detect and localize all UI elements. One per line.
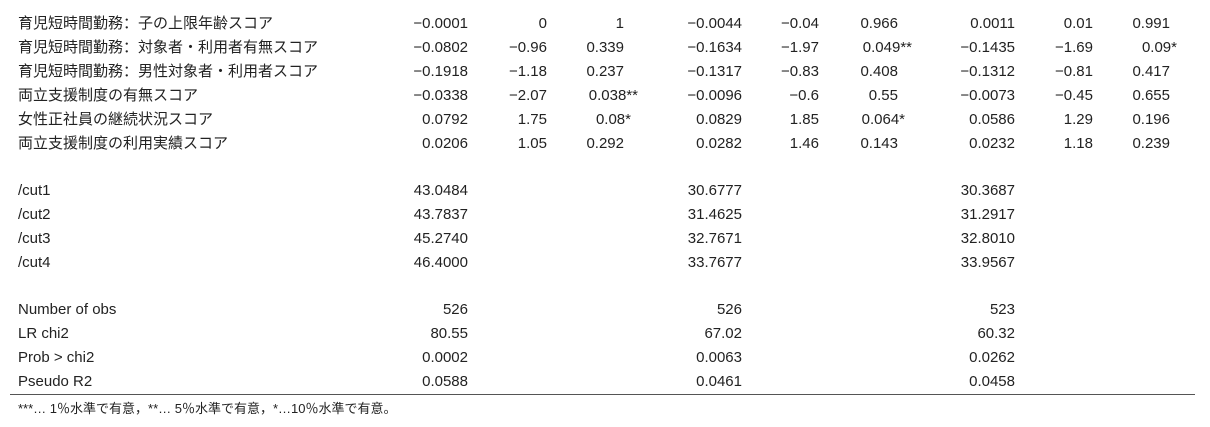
cell: 30.6777 [687, 182, 742, 199]
cell: 0.09* [1141, 39, 1177, 56]
cell: −0.1312 [960, 63, 1015, 80]
cell: 0.655 [1132, 87, 1170, 104]
cell: 1.18 [1063, 135, 1093, 152]
cell: 0.0829 [696, 111, 742, 128]
cell: 0.0063 [696, 349, 742, 366]
row-label: 両立支援制度の利用実績スコア [18, 135, 229, 152]
cell: 0.143 [860, 135, 898, 152]
cell: 1 [615, 15, 624, 32]
row-label: /cut2 [18, 206, 51, 223]
cell: 526 [716, 301, 742, 318]
row-label: LR chi2 [18, 325, 69, 342]
cell: 67.02 [704, 325, 742, 342]
cell: 31.2917 [960, 206, 1015, 223]
cell: 0.0002 [422, 349, 468, 366]
cell: −0.6 [789, 87, 819, 104]
footnote: ***… 1％水準で有意，**… 5％水準で有意，*…10％水準で有意。 [18, 401, 397, 416]
row-label: 両立支援制度の有無スコア [18, 87, 199, 104]
cell: 0.0232 [969, 135, 1015, 152]
cell: 0.239 [1132, 135, 1170, 152]
cell: 1.05 [517, 135, 547, 152]
cell: 0.01 [1063, 15, 1093, 32]
cell: −0.1435 [960, 39, 1015, 56]
cell: 30.3687 [960, 182, 1015, 199]
cell: 0.196 [1132, 111, 1170, 128]
cell: 60.32 [977, 325, 1015, 342]
cell: 1.75 [517, 111, 547, 128]
cell: −0.96 [509, 39, 547, 56]
cell: 0 [538, 15, 547, 32]
row-label: /cut3 [18, 230, 51, 247]
cell: −1.18 [509, 63, 547, 80]
cell: −0.1634 [687, 39, 742, 56]
cell: 80.55 [430, 325, 468, 342]
cell: −0.0338 [413, 87, 468, 104]
rule [10, 394, 1195, 395]
cell: 0.237 [586, 63, 624, 80]
cell: 526 [442, 301, 468, 318]
cell: 0.408 [860, 63, 898, 80]
cell: −0.0001 [413, 15, 468, 32]
cell: −0.83 [781, 63, 819, 80]
cell: 1.29 [1063, 111, 1093, 128]
cell: −0.81 [1055, 63, 1093, 80]
row-label: 女性正社員の継続状況スコア [18, 111, 214, 128]
cell: 31.4625 [687, 206, 742, 223]
cell: 523 [989, 301, 1015, 318]
cell: 32.7671 [687, 230, 742, 247]
cell: 0.0586 [969, 111, 1015, 128]
cell: 0.0792 [422, 111, 468, 128]
cell: −0.0802 [413, 39, 468, 56]
cell: 0.064* [861, 111, 905, 128]
row-label: /cut1 [18, 182, 51, 199]
row-label: Prob > chi2 [18, 349, 95, 366]
cell: 0.0011 [970, 15, 1015, 32]
row-label: 育児短時間勤務：対象者・利用者有無スコア [18, 39, 319, 56]
cell: 0.966 [860, 15, 898, 32]
cell: 33.7677 [687, 254, 742, 271]
cell: 45.2740 [413, 230, 468, 247]
cell: 46.4000 [413, 254, 468, 271]
cell: 32.8010 [960, 230, 1015, 247]
cell: −2.07 [509, 87, 547, 104]
cell: −1.97 [781, 39, 819, 56]
cell: 0.55 [868, 87, 898, 104]
cell: 0.0458 [969, 373, 1015, 390]
cell: −0.0073 [960, 87, 1015, 104]
cell: −0.1317 [687, 63, 742, 80]
cell: 0.292 [586, 135, 624, 152]
row-label: /cut4 [18, 254, 51, 271]
cell: −0.45 [1055, 87, 1093, 104]
row-label: Number of obs [18, 301, 117, 318]
cell: 0.0461 [696, 373, 742, 390]
cell: −1.69 [1055, 39, 1093, 56]
row-label: Pseudo R2 [18, 373, 93, 390]
cell: 0.339 [586, 39, 624, 56]
cell: 0.049** [862, 39, 912, 56]
cell: −0.0044 [687, 15, 742, 32]
cell: 0.417 [1132, 63, 1170, 80]
cell: 0.0262 [969, 349, 1015, 366]
row-label: 育児短時間勤務：男性対象者・利用者スコア [18, 63, 319, 80]
cell: 0.0588 [422, 373, 468, 390]
cell: −0.0096 [687, 87, 742, 104]
cell: 43.0484 [413, 182, 468, 199]
cell: 0.0282 [696, 135, 742, 152]
cell: 0.0206 [422, 135, 468, 152]
cell: 0.991 [1132, 15, 1170, 32]
cell: 0.038** [588, 87, 638, 104]
cell: 1.85 [789, 111, 819, 128]
cell: 1.46 [789, 135, 819, 152]
cell: 0.08* [595, 111, 631, 128]
cell: −0.1918 [413, 63, 468, 80]
cell: −0.04 [781, 15, 819, 32]
cell: 33.9567 [960, 254, 1015, 271]
cell: 43.7837 [413, 206, 468, 223]
row-label: 育児短時間勤務：子の上限年齢スコア [18, 15, 274, 32]
